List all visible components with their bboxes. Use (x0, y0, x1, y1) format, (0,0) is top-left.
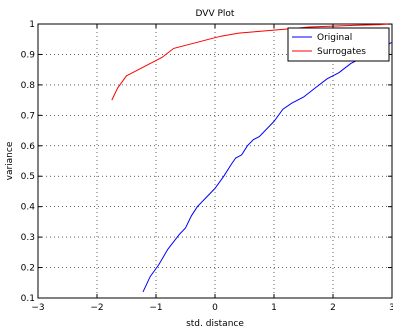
legend-box (287, 27, 390, 62)
legend: Original Surrogates (287, 27, 390, 62)
x-axis-label: std. distance (186, 319, 244, 329)
y-tick-label: 0.3 (21, 233, 35, 243)
grid (38, 24, 392, 298)
x-tick-label: −2 (90, 303, 103, 313)
y-tick-label: 0.6 (21, 142, 36, 152)
series-lines (111, 23, 393, 293)
series-line-original (142, 41, 393, 293)
x-tick-label: 0 (212, 303, 218, 313)
x-tick-label: 2 (330, 303, 336, 313)
y-tick-label: 0.7 (21, 111, 35, 121)
legend-label-original: Original (317, 33, 352, 43)
y-tick-label: 0.1 (21, 294, 35, 304)
y-tick-label: 0.5 (21, 172, 35, 182)
y-axis-label: variance (5, 141, 15, 180)
y-tick-label: 1 (29, 20, 35, 30)
x-tick-label: 3 (389, 303, 393, 313)
series-line-surrogates (111, 23, 393, 101)
axis-ticks: −3 −2 −1 0 1 2 3 0.1 0.2 0.3 0.4 0.5 0.6 0.7 0.8 0.9 1 (21, 20, 393, 313)
x-tick-label: −3 (31, 303, 44, 313)
legend-label-surrogates: Surrogates (317, 47, 366, 57)
x-tick-label: −1 (149, 303, 162, 313)
y-tick-label: 0.9 (21, 50, 36, 60)
y-tick-label: 0.4 (21, 203, 36, 213)
x-tick-label: 1 (271, 303, 277, 313)
y-tick-label: 0.2 (21, 264, 35, 274)
y-tick-label: 0.8 (21, 81, 36, 91)
chart-title: DVV Plot (196, 9, 235, 19)
